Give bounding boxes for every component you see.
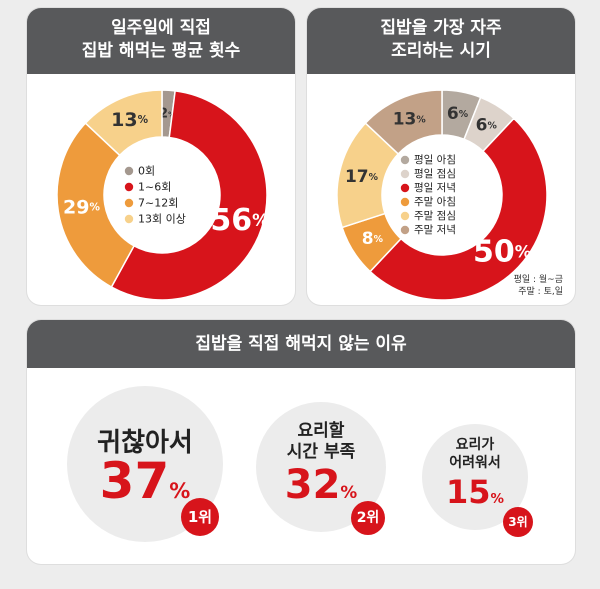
weekday-note: 평일 : 월~금 bbox=[513, 275, 563, 285]
rank-badge: 1위 bbox=[181, 498, 219, 536]
panel-title-line1: 집밥을 가장 자주 bbox=[380, 18, 502, 38]
data-label: 56% bbox=[210, 203, 269, 238]
reason-unit: % bbox=[490, 492, 504, 507]
legend-item: 주말 저녁 bbox=[414, 224, 456, 236]
rank-badge: 3위 bbox=[503, 507, 533, 537]
reason-value: 15 bbox=[446, 473, 491, 511]
legend-item: 평일 점심 bbox=[414, 167, 456, 180]
legend-swatch bbox=[124, 182, 134, 192]
panel-title-line2: 집밥 해먹는 평균 횟수 bbox=[81, 41, 241, 61]
reason-unit: % bbox=[340, 482, 358, 502]
reason-label-line2: 어려워서 bbox=[449, 455, 501, 471]
reason-label-line1: 요리할 bbox=[297, 421, 345, 441]
legend-swatch bbox=[400, 183, 410, 193]
reason-unit: % bbox=[169, 479, 191, 503]
donut-slice bbox=[84, 89, 163, 157]
reason-value: 37 bbox=[99, 452, 170, 510]
reason-percent: 37% bbox=[67, 452, 223, 510]
legend-item: 평일 저녁 bbox=[414, 181, 456, 194]
reason-percent: 15% bbox=[422, 473, 528, 511]
legend-swatch bbox=[400, 225, 410, 235]
reason-label: 요리할 시간 부족 bbox=[256, 421, 386, 463]
weekly-cooking-frequency-panel: 일주일에 직접 집밥 해먹는 평균 횟수 2%56%29%13%0회1~6회7~… bbox=[27, 8, 295, 305]
panel-header: 집밥을 가장 자주 조리하는 시기 bbox=[307, 8, 575, 74]
donut-slice bbox=[56, 122, 136, 289]
panel-title-line1: 일주일에 직접 bbox=[111, 18, 211, 38]
reasons-panel: 집밥을 직접 해먹지 않는 이유 귀찮아서 37% 1위 요리할 시간 부족 3… bbox=[27, 320, 575, 564]
legend-swatch bbox=[400, 197, 410, 207]
reason-label: 요리가 어려워서 bbox=[422, 436, 528, 472]
reason-percent: 32% bbox=[256, 462, 386, 508]
donut-slice bbox=[110, 89, 268, 301]
legend-item: 1~6회 bbox=[138, 181, 171, 194]
panel-title-line2: 조리하는 시기 bbox=[391, 41, 491, 61]
panel-header: 집밥을 직접 해먹지 않는 이유 bbox=[27, 320, 575, 368]
data-label: 17% bbox=[345, 167, 379, 187]
legend-swatch bbox=[124, 198, 134, 208]
legend-item: 평일 아침 bbox=[414, 153, 456, 166]
legend-item: 주말 점심 bbox=[414, 210, 456, 222]
reason-value: 32 bbox=[284, 462, 341, 508]
donut-slice bbox=[364, 89, 443, 155]
data-label: 50% bbox=[473, 234, 532, 269]
legend-item: 0회 bbox=[138, 165, 155, 178]
legend-item: 주말 아침 bbox=[414, 196, 456, 208]
reason-label-line1: 요리가 bbox=[455, 437, 495, 453]
panel-header: 일주일에 직접 집밥 해먹는 평균 횟수 bbox=[27, 8, 295, 74]
data-label: 13% bbox=[111, 109, 148, 131]
reason-label: 귀찮아서 bbox=[97, 428, 193, 458]
cooking-time-panel: 집밥을 가장 자주 조리하는 시기 6% 6% 50% 8% 17% 13% 평일 아침 평일… bbox=[307, 8, 575, 305]
legend-swatch bbox=[124, 214, 134, 224]
data-label: 6% bbox=[476, 115, 498, 135]
data-label: 13% bbox=[393, 109, 427, 129]
legend-item: 7~12회 bbox=[138, 197, 178, 210]
legend-swatch bbox=[400, 155, 410, 165]
data-label: 29% bbox=[63, 197, 100, 219]
data-label: 8% bbox=[362, 229, 384, 249]
legend-swatch bbox=[400, 211, 410, 221]
donut-slice bbox=[369, 117, 548, 301]
data-label: 6% bbox=[447, 104, 469, 124]
rank-badge: 2위 bbox=[351, 501, 385, 535]
reason-label-line2: 시간 부족 bbox=[286, 442, 356, 462]
weekend-note: 주말 : 토,일 bbox=[518, 287, 563, 297]
legend-swatch bbox=[124, 166, 134, 176]
legend-swatch bbox=[400, 169, 410, 179]
legend-item: 13회 이상 bbox=[138, 213, 186, 226]
